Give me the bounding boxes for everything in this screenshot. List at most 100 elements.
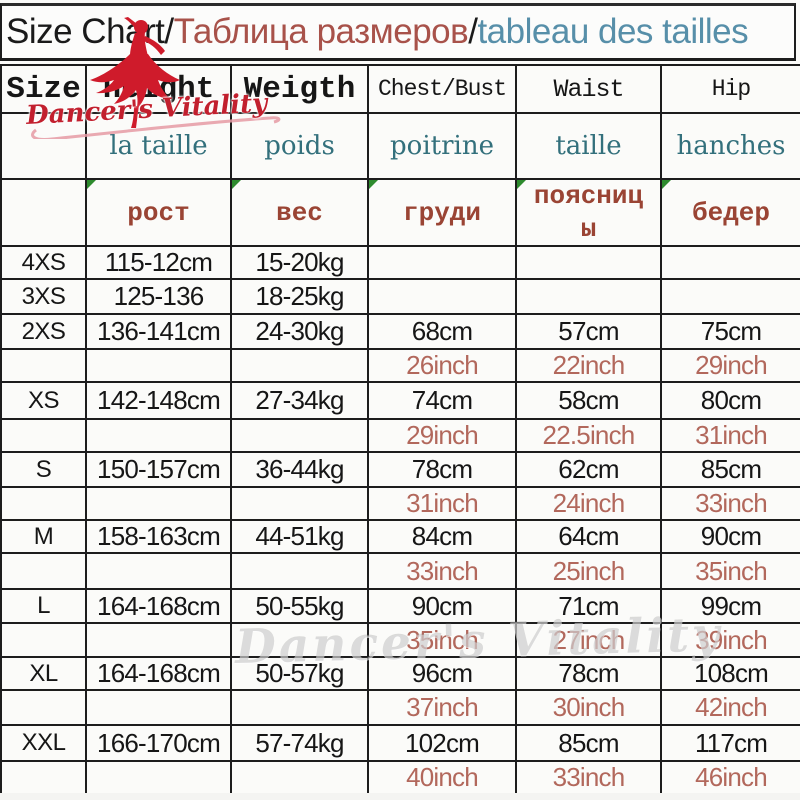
chest-value: 102cm — [367, 724, 517, 762]
chest-value: 74cm — [367, 381, 517, 420]
ru-header-hip: бедер — [660, 178, 800, 247]
empty-cell — [85, 486, 232, 521]
waist-inch-value: 22inch — [515, 348, 662, 383]
size-label: L — [0, 588, 87, 624]
height-value: 164-168cm — [85, 588, 232, 624]
chest-inch-value: 31inch — [367, 486, 517, 521]
waist-value — [515, 278, 662, 315]
sheet-bottom-margin — [0, 793, 800, 800]
empty-cell — [230, 486, 369, 521]
chest-value — [367, 245, 517, 280]
waist-inch-value: 27inch — [515, 622, 662, 658]
table-row-xs: XS 142-148cm 27-34kg 74cm 58cm 80cm — [0, 381, 800, 420]
empty-cell — [0, 689, 87, 726]
weight-value: 50-55kg — [230, 588, 369, 624]
table-row-l: L 164-168cm 50-55kg 90cm 71cm 99cm — [0, 588, 800, 624]
empty-cell — [230, 622, 369, 658]
empty-cell — [0, 552, 87, 590]
weight-value: 44-51kg — [230, 519, 369, 554]
weight-value: 18-25kg — [230, 278, 369, 315]
empty-cell — [230, 760, 369, 795]
waist-value: 64cm — [515, 519, 662, 554]
waist-value: 57cm — [515, 313, 662, 350]
height-value: 166-170cm — [85, 724, 232, 762]
title-russian: Таблица размеров — [173, 12, 469, 51]
hip-value: 90cm — [660, 519, 800, 554]
col-header-weight: Weigth — [230, 64, 369, 114]
waist-inch-value: 24inch — [515, 486, 662, 521]
empty-cell — [0, 418, 87, 453]
size-label: 4XS — [0, 245, 87, 280]
fr-header-weight: poids — [230, 112, 369, 180]
hip-value: 108cm — [660, 656, 800, 691]
empty-cell — [85, 689, 232, 726]
ru-header-height: рост — [85, 178, 232, 247]
size-label: 2XS — [0, 313, 87, 350]
hip-value: 80cm — [660, 381, 800, 420]
waist-inch-value: 30inch — [515, 689, 662, 726]
title-separator: / — [468, 12, 478, 51]
table-row-xxl-inches: 40inch 33inch 46inch — [0, 760, 800, 795]
height-value: 136-141cm — [85, 313, 232, 350]
size-label: XL — [0, 656, 87, 691]
title-french: tableau des tailles — [477, 12, 749, 51]
header-row-french: la taille poids poitrine taille hanches — [0, 112, 800, 180]
weight-value: 15-20kg — [230, 245, 369, 280]
waist-value: 62cm — [515, 451, 662, 488]
empty-cell — [0, 622, 87, 658]
waist-value: 71cm — [515, 588, 662, 624]
table-row-m-inches: 33inch 25inch 35inch — [0, 552, 800, 590]
waist-value: 85cm — [515, 724, 662, 762]
height-value: 158-163cm — [85, 519, 232, 554]
table-row-2xs: 2XS 136-141cm 24-30kg 68cm 57cm 75cm — [0, 313, 800, 350]
chest-value: 90cm — [367, 588, 517, 624]
chest-value: 84cm — [367, 519, 517, 554]
hip-inch-value: 46inch — [660, 760, 800, 795]
fr-header-hip: hanches — [660, 112, 800, 180]
empty-cell — [85, 622, 232, 658]
table-row-xl: XL 164-168cm 50-57kg 96cm 78cm 108cm — [0, 656, 800, 691]
size-chart-table: Size Height Weigth Chest/Bust Waist Hip … — [0, 64, 800, 795]
empty-cell — [85, 418, 232, 453]
size-label: XXL — [0, 724, 87, 762]
chest-value — [367, 278, 517, 315]
ru-header-waist-text: поясницы — [533, 181, 644, 244]
empty-cell — [230, 552, 369, 590]
height-value: 164-168cm — [85, 656, 232, 691]
table-row-l-inches: 35inch 27inch 39inch — [0, 622, 800, 658]
waist-inch-value: 33inch — [515, 760, 662, 795]
ru-header-chest: груди — [367, 178, 517, 247]
empty-cell — [0, 112, 87, 180]
empty-cell — [0, 760, 87, 795]
chest-value: 96cm — [367, 656, 517, 691]
waist-value — [515, 245, 662, 280]
table-row-xxl: XXL 166-170cm 57-74kg 102cm 85cm 117cm — [0, 724, 800, 762]
size-label: XS — [0, 381, 87, 420]
table-row-m: M 158-163cm 44-51kg 84cm 64cm 90cm — [0, 519, 800, 554]
page-title: Size Chart/ Таблица размеров / tableau d… — [0, 3, 796, 61]
chest-inch-value: 40inch — [367, 760, 517, 795]
hip-value — [660, 245, 800, 280]
waist-inch-value: 22.5inch — [515, 418, 662, 453]
empty-cell — [85, 552, 232, 590]
size-label: M — [0, 519, 87, 554]
table-row-s-inches: 31inch 24inch 33inch — [0, 486, 800, 521]
waist-value: 58cm — [515, 381, 662, 420]
col-header-chest: Chest/Bust — [367, 64, 517, 114]
empty-cell — [0, 486, 87, 521]
height-value: 125-136 — [85, 278, 232, 315]
height-value: 115-12cm — [85, 245, 232, 280]
hip-inch-value: 33inch — [660, 486, 800, 521]
weight-value: 24-30kg — [230, 313, 369, 350]
hip-inch-value: 29inch — [660, 348, 800, 383]
empty-cell — [230, 418, 369, 453]
chest-inch-value: 37inch — [367, 689, 517, 726]
col-header-size: Size — [0, 64, 87, 114]
chest-inch-value: 33inch — [367, 552, 517, 590]
fr-header-chest: poitrine — [367, 112, 517, 180]
empty-cell — [85, 760, 232, 795]
weight-value: 57-74kg — [230, 724, 369, 762]
size-label: 3XS — [0, 278, 87, 315]
ru-header-weight: вес — [230, 178, 369, 247]
